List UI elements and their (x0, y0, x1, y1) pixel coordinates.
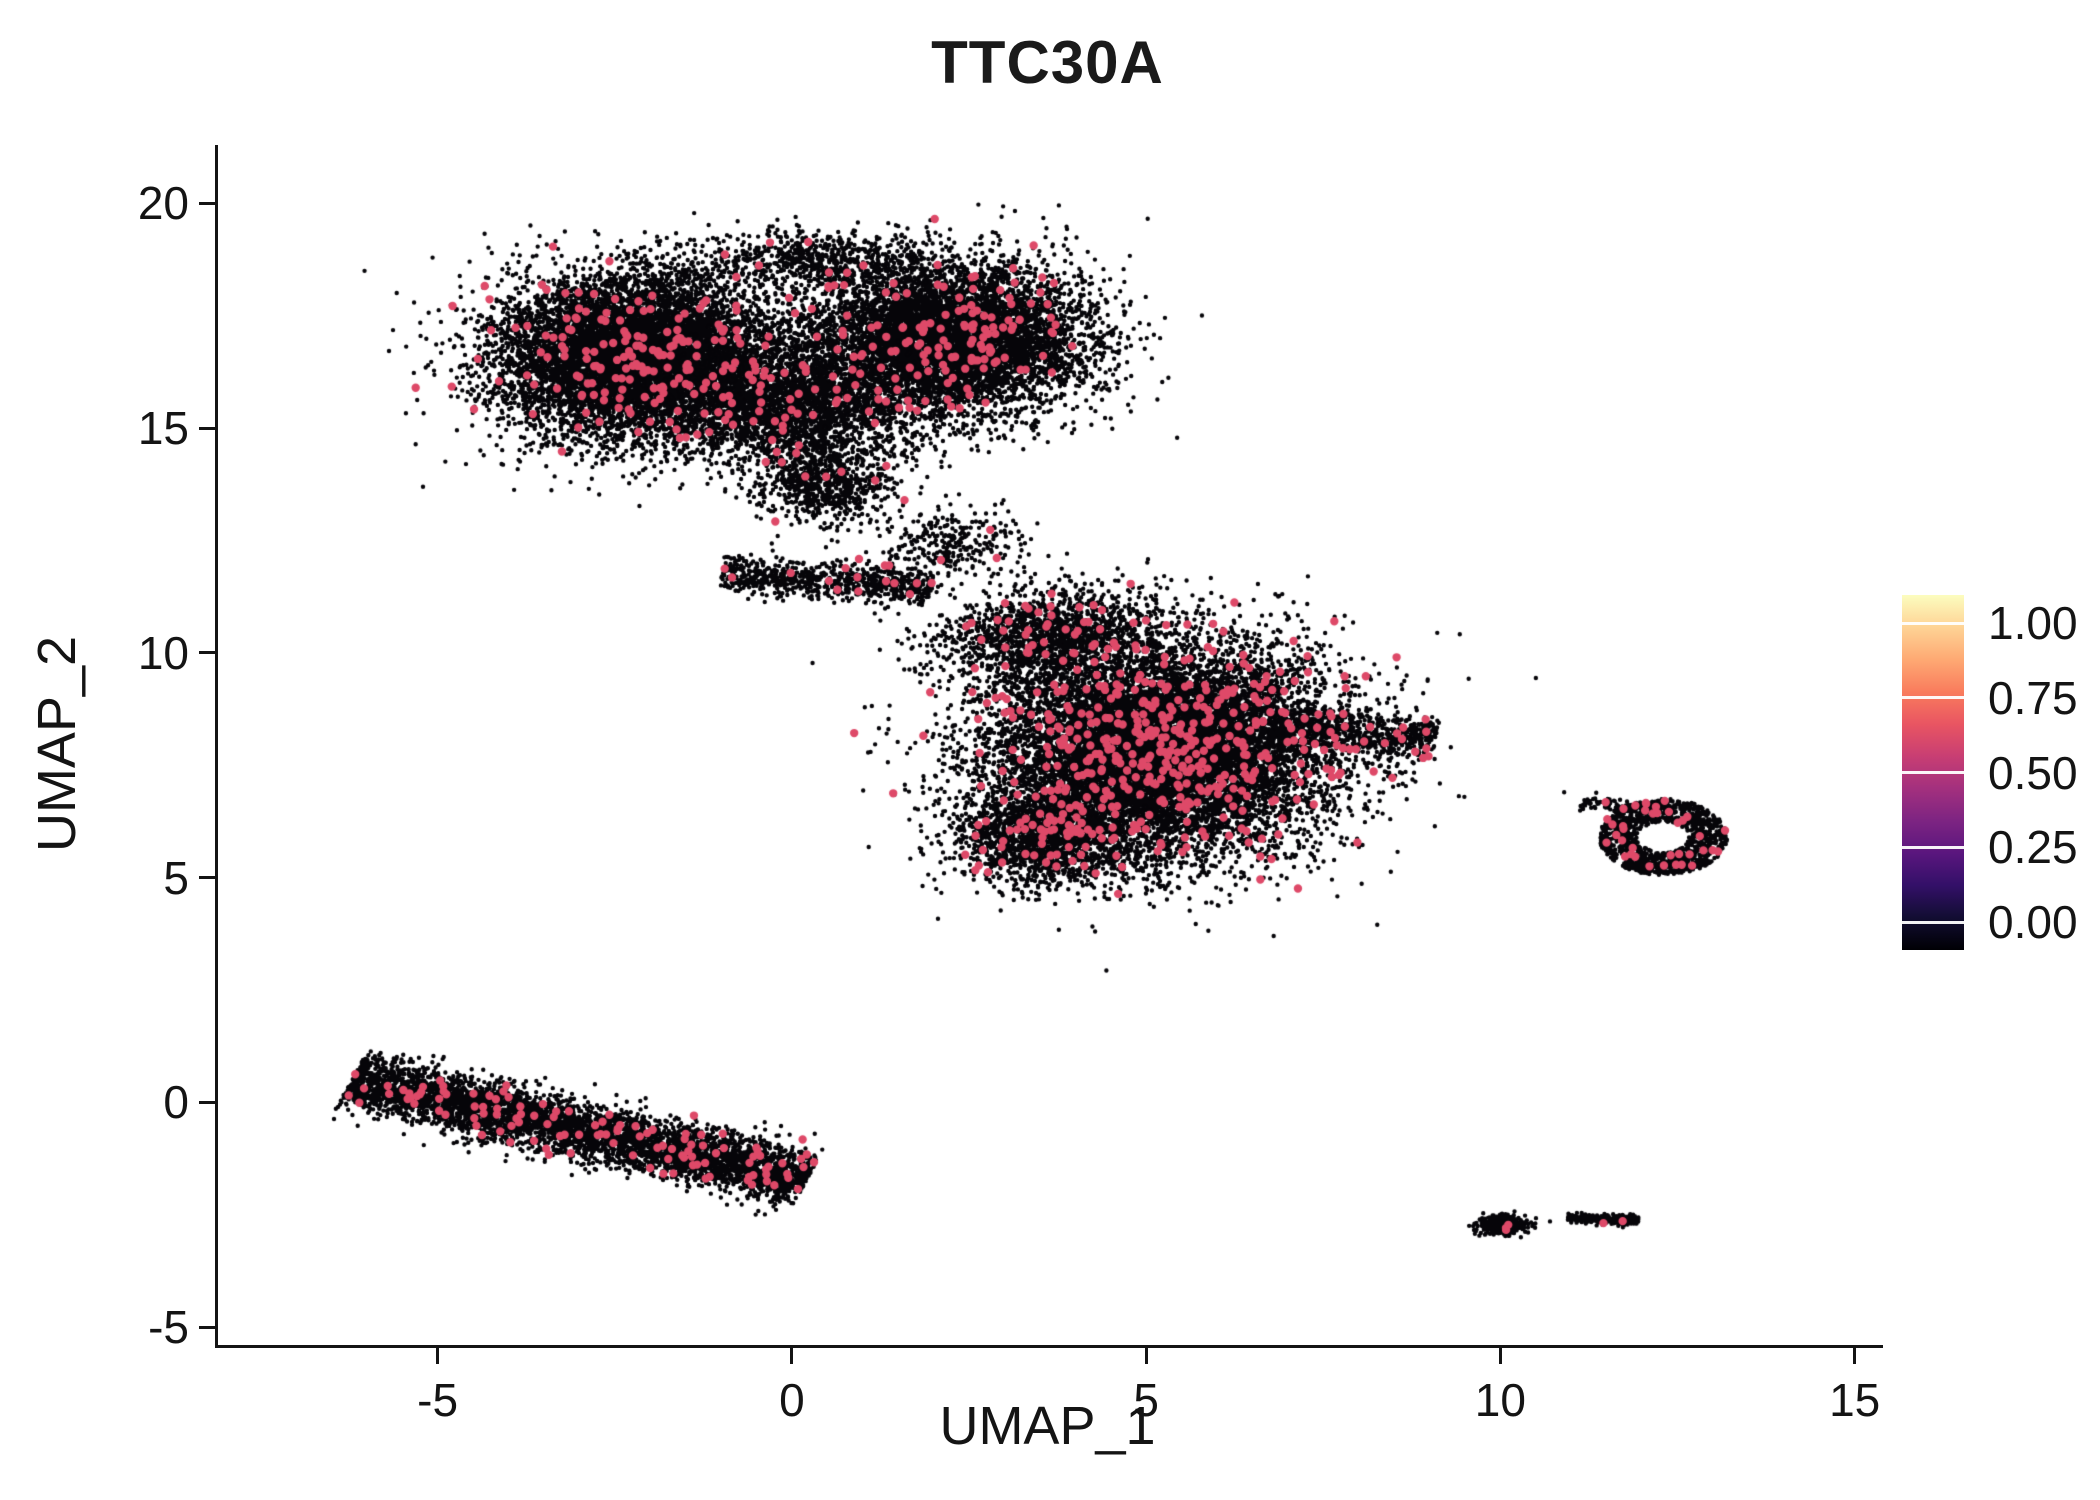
y-tick-label: 20 (137, 177, 189, 230)
scatter-canvas (218, 145, 1883, 1345)
y-tick-mark (199, 1325, 215, 1329)
colorbar-tick-mark (1902, 920, 1964, 924)
plot-panel (215, 145, 1883, 1348)
y-axis-label: UMAP_2 (27, 635, 87, 853)
x-tick-mark (436, 1348, 440, 1364)
x-tick-mark (1144, 1348, 1148, 1364)
y-tick-mark (199, 651, 215, 655)
y-tick-mark (199, 201, 215, 205)
y-tick-mark (199, 1100, 215, 1104)
colorbar-tick-mark (1902, 845, 1964, 849)
y-tick-label: 15 (137, 402, 189, 455)
y-tick-label: 0 (163, 1076, 189, 1129)
colorbar-tick-label: 0.25 (1988, 821, 2078, 874)
x-tick-mark (790, 1348, 794, 1364)
y-tick-label: 10 (137, 626, 189, 679)
colorbar-tick-label: 0.00 (1988, 896, 2078, 948)
colorbar-tick-label: 0.75 (1988, 671, 2078, 724)
x-tick-mark (1498, 1348, 1502, 1364)
y-tick-mark (199, 426, 215, 430)
colorbar-tick-mark (1902, 696, 1964, 700)
x-tick-mark (1853, 1348, 1857, 1364)
colorbar-gradient (1902, 595, 1964, 950)
x-tick-label: 15 (1829, 1374, 1881, 1426)
colorbar-tick-label: 1.00 (1988, 597, 2078, 649)
colorbar-tick-mark (1902, 771, 1964, 774)
colorbar-tick-label: 0.50 (1988, 746, 2078, 799)
x-tick-label: 10 (1474, 1374, 1526, 1426)
colorbar-tick-mark (1902, 621, 1964, 625)
y-tick-mark (199, 876, 215, 880)
y-tick-label: -5 (148, 1301, 189, 1354)
chart-title: TTC30A (931, 29, 1164, 96)
x-tick-label: 0 (779, 1374, 805, 1426)
x-axis-label: UMAP_1 (939, 1396, 1156, 1456)
x-tick-label: -5 (417, 1374, 459, 1426)
y-tick-label: 5 (163, 851, 189, 904)
x-tick-label: 5 (1133, 1374, 1159, 1426)
